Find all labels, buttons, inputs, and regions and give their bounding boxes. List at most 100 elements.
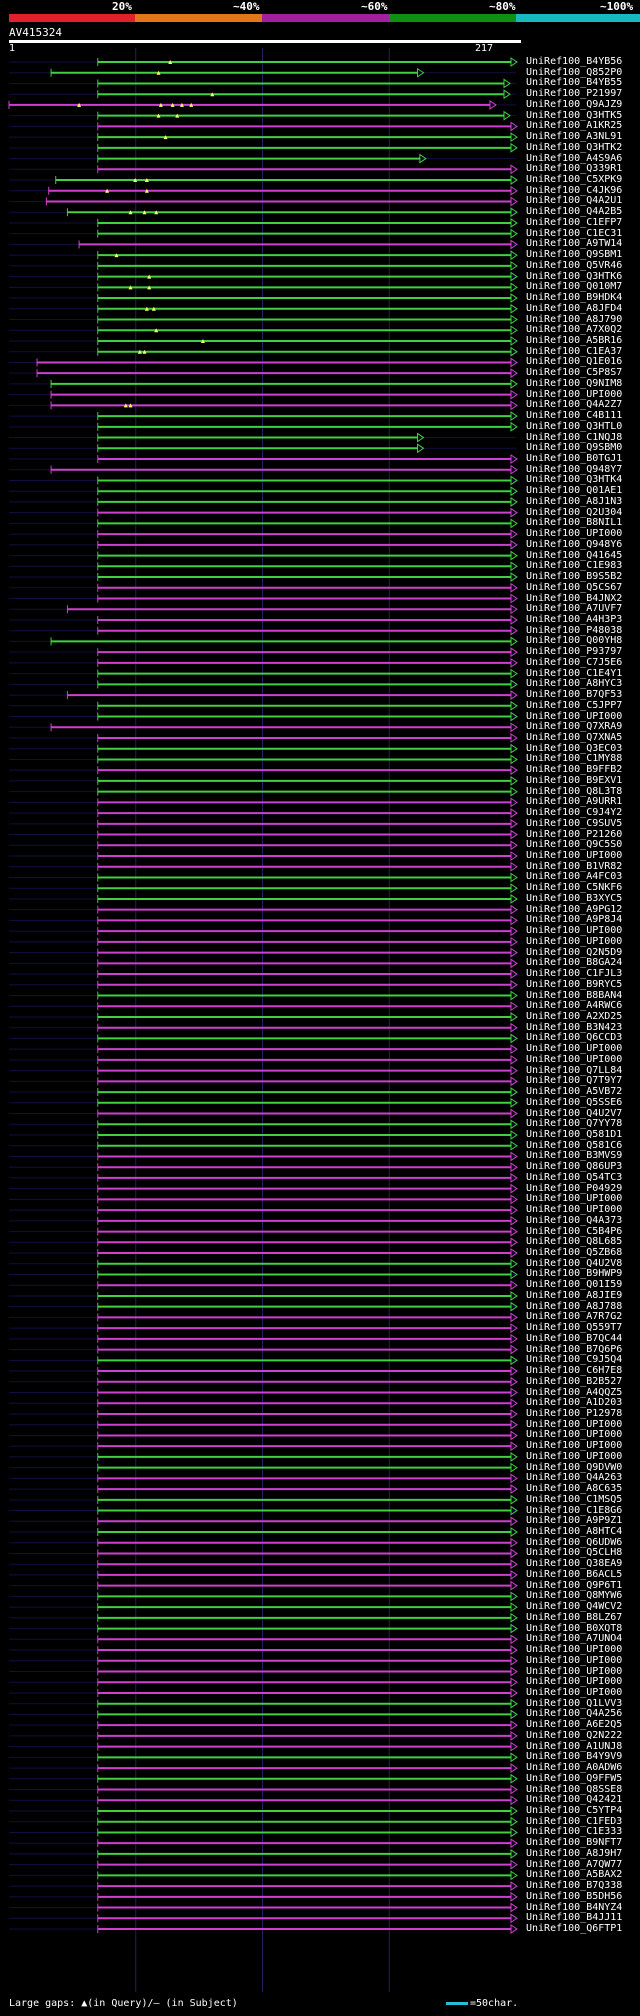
hit-id-link[interactable]: UniRef100_Q2N222 [526, 1729, 623, 1741]
hit-id-link[interactable]: UniRef100_Q9SBM0 [526, 442, 623, 454]
hit-id-link[interactable]: UniRef100_C6H7E8 [526, 1365, 623, 1377]
hit-id-link[interactable]: UniRef100_A8J9H7 [526, 1847, 623, 1859]
hit-id-link[interactable]: UniRef100_B0XQT8 [526, 1622, 623, 1634]
hit-id-link[interactable]: UniRef100_P21260 [526, 828, 623, 840]
hit-id-link[interactable]: UniRef100_B9FFB2 [526, 764, 623, 776]
hit-id-link[interactable]: UniRef100_B8BAN4 [526, 989, 623, 1001]
hit-id-link[interactable]: UniRef100_Q9DVW0 [526, 1461, 623, 1473]
hit-id-link[interactable]: UniRef100_Q010M7 [526, 281, 623, 293]
hit-id-link[interactable]: UniRef100_A7R7G2 [526, 1311, 623, 1323]
hit-id-link[interactable]: UniRef100_B5DH56 [526, 1890, 623, 1902]
hit-id-link[interactable]: UniRef100_Q7T9Y7 [526, 1075, 623, 1087]
hit-id-link[interactable]: UniRef100_Q2U304 [526, 506, 623, 518]
hit-id-link[interactable]: UniRef100_Q5CS67 [526, 581, 623, 593]
hit-id-link[interactable]: UniRef100_C9SUV5 [526, 817, 623, 829]
hit-id-link[interactable]: UniRef100_C1E333 [526, 1826, 623, 1838]
hit-id-link[interactable]: UniRef100_Q948Y7 [526, 463, 623, 475]
hit-id-link[interactable]: UniRef100_A8J790 [526, 313, 623, 325]
hit-id-link[interactable]: UniRef100_B3XYC5 [526, 892, 623, 904]
hit-id-link[interactable]: UniRef100_Q5VR46 [526, 259, 623, 271]
hit-id-link[interactable]: UniRef100_A7X0Q2 [526, 324, 623, 336]
hit-id-link[interactable]: UniRef100_Q9NIM8 [526, 377, 623, 389]
hit-id-link[interactable]: UniRef100_Q8SSE8 [526, 1783, 623, 1795]
hit-id-link[interactable]: UniRef100_B4JNX2 [526, 592, 623, 604]
hit-id-link[interactable]: UniRef100_A0ADW6 [526, 1762, 623, 1774]
hit-id-link[interactable]: UniRef100_C5JPP7 [526, 699, 623, 711]
hit-id-link[interactable]: UniRef100_Q8MYW6 [526, 1590, 623, 1602]
hit-id-link[interactable]: UniRef100_Q01I59 [526, 1279, 623, 1291]
hit-id-link[interactable]: UniRef100_C1FJL3 [526, 968, 623, 980]
hit-id-link[interactable]: UniRef100_B8GA24 [526, 957, 623, 969]
hit-id-link[interactable]: UniRef100_Q3HTK5 [526, 109, 623, 121]
hit-id-link[interactable]: UniRef100_UPI000 [526, 1686, 623, 1698]
hit-id-link[interactable]: UniRef100_A8HYC3 [526, 678, 623, 690]
hit-id-link[interactable]: UniRef100_B8LZ67 [526, 1611, 623, 1623]
hit-id-link[interactable]: UniRef100_UPI000 [526, 1676, 623, 1688]
hit-id-link[interactable]: UniRef100_C9J5Q4 [526, 1354, 623, 1366]
hit-id-link[interactable]: UniRef100_UPI000 [526, 1193, 623, 1205]
hit-id-link[interactable]: UniRef100_C4JK96 [526, 184, 623, 196]
hit-id-link[interactable]: UniRef100_Q38EA9 [526, 1558, 623, 1570]
hit-id-link[interactable]: UniRef100_UPI000 [526, 1440, 623, 1452]
hit-id-link[interactable]: UniRef100_A3NL91 [526, 131, 623, 143]
hit-id-link[interactable]: UniRef100_Q339R1 [526, 163, 623, 175]
hit-id-link[interactable]: UniRef100_UPI000 [526, 1665, 623, 1677]
hit-id-link[interactable]: UniRef100_Q5SSE6 [526, 1096, 623, 1108]
hit-id-link[interactable]: UniRef100_Q3HTK2 [526, 141, 623, 153]
hit-id-link[interactable]: UniRef100_C1MSQ5 [526, 1493, 623, 1505]
hit-id-link[interactable]: UniRef100_UPI000 [526, 1450, 623, 1462]
hit-id-link[interactable]: UniRef100_Q581C6 [526, 1139, 623, 1151]
hit-id-link[interactable]: UniRef100_C5NKF6 [526, 882, 623, 894]
hit-id-link[interactable]: UniRef100_B9NFT7 [526, 1837, 623, 1849]
hit-id-link[interactable]: UniRef100_Q4A373 [526, 1214, 623, 1226]
hit-id-link[interactable]: UniRef100_C1FED3 [526, 1815, 623, 1827]
hit-id-link[interactable]: UniRef100_B7Q338 [526, 1880, 623, 1892]
hit-id-link[interactable]: UniRef100_Q3HTK6 [526, 270, 623, 282]
hit-id-link[interactable]: UniRef100_A4RWC6 [526, 1000, 623, 1012]
hit-id-link[interactable]: UniRef100_A9P9Z1 [526, 1515, 623, 1527]
hit-id-link[interactable]: UniRef100_Q581D1 [526, 1129, 623, 1140]
hit-id-link[interactable]: UniRef100_Q4WCV2 [526, 1601, 623, 1613]
hit-id-link[interactable]: UniRef100_Q6UDW6 [526, 1536, 623, 1548]
hit-id-link[interactable]: UniRef100_Q41645 [526, 549, 623, 561]
hit-id-link[interactable]: UniRef100_P93797 [526, 646, 623, 658]
hit-id-link[interactable]: UniRef100_A9P8J4 [526, 914, 623, 926]
hit-id-link[interactable]: UniRef100_B4YB56 [526, 56, 623, 67]
hit-id-link[interactable]: UniRef100_C1MY88 [526, 753, 623, 765]
hit-id-link[interactable]: UniRef100_A8HTC4 [526, 1526, 623, 1537]
hit-id-link[interactable]: UniRef100_Q7XNA5 [526, 731, 623, 743]
hit-id-link[interactable]: UniRef100_UPI000 [526, 710, 623, 722]
hit-id-link[interactable]: UniRef100_A5BR16 [526, 334, 623, 346]
hit-id-link[interactable]: UniRef100_C9J4Y2 [526, 807, 623, 819]
hit-id-link[interactable]: UniRef100_B7Q6P6 [526, 1343, 623, 1355]
hit-id-link[interactable]: UniRef100_Q7YY78 [526, 1118, 623, 1130]
hit-id-link[interactable]: UniRef100_A8J788 [526, 1300, 623, 1312]
hit-id-link[interactable]: UniRef100_B3MVS9 [526, 1150, 623, 1162]
hit-id-link[interactable]: UniRef100_A1UNJ8 [526, 1740, 623, 1752]
hit-id-link[interactable]: UniRef100_C5P8S7 [526, 367, 623, 379]
hit-id-link[interactable]: UniRef100_C1E8G6 [526, 1504, 623, 1516]
hit-id-link[interactable]: UniRef100_B2B527 [526, 1375, 623, 1387]
hit-id-link[interactable]: UniRef100_C1EFP7 [526, 216, 623, 228]
hit-id-link[interactable]: UniRef100_Q2N5D9 [526, 946, 623, 958]
hit-id-link[interactable]: UniRef100_C1NQJ8 [526, 431, 623, 443]
hit-id-link[interactable]: UniRef100_Q6FTP1 [526, 1923, 623, 1935]
hit-id-link[interactable]: UniRef100_C1EA37 [526, 345, 623, 357]
hit-id-link[interactable]: UniRef100_Q54TC3 [526, 1171, 623, 1183]
hit-id-link[interactable]: UniRef100_Q4A2Z7 [526, 399, 623, 411]
hit-id-link[interactable]: UniRef100_Q9P6T1 [526, 1579, 623, 1591]
hit-id-link[interactable]: UniRef100_B3N423 [526, 1021, 623, 1033]
hit-id-link[interactable]: UniRef100_Q4U2V7 [526, 1107, 623, 1119]
hit-id-link[interactable]: UniRef100_B9HWP9 [526, 1268, 623, 1280]
hit-id-link[interactable]: UniRef100_UPI000 [526, 1654, 623, 1666]
hit-id-link[interactable]: UniRef100_UPI000 [526, 528, 623, 540]
hit-id-link[interactable]: UniRef100_Q1LVV3 [526, 1697, 623, 1709]
hit-id-link[interactable]: UniRef100_A8JFD4 [526, 302, 623, 314]
hit-id-link[interactable]: UniRef100_Q9AJZ9 [526, 98, 623, 110]
hit-id-link[interactable]: UniRef100_Q5ZB68 [526, 1247, 623, 1259]
hit-id-link[interactable]: UniRef100_Q3HTK4 [526, 474, 623, 486]
hit-id-link[interactable]: UniRef100_A4QQZ5 [526, 1386, 623, 1398]
hit-id-link[interactable]: UniRef100_A9URR1 [526, 796, 623, 808]
hit-id-link[interactable]: UniRef100_Q7XRA9 [526, 721, 623, 733]
hit-id-link[interactable]: UniRef100_C1EC31 [526, 227, 623, 239]
